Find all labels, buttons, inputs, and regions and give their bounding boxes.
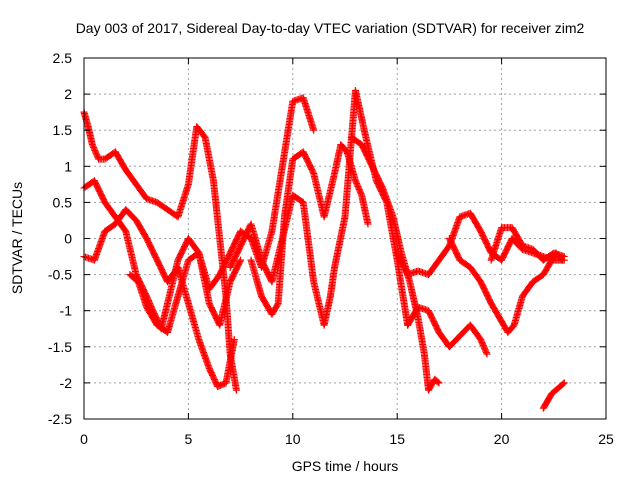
x-tick-label: 5 (185, 431, 193, 447)
y-tick-label: -0.5 (48, 267, 72, 283)
grid (84, 58, 606, 419)
series-track-k (487, 224, 568, 264)
y-tick-label: 2.5 (53, 50, 73, 66)
y-axis-label: SDTVAR / TECUs (9, 182, 25, 294)
data-point (435, 379, 443, 387)
y-tick-label: 2 (64, 86, 72, 102)
data-point (357, 190, 365, 198)
data-point (560, 253, 568, 261)
y-tick-label: -2.5 (48, 411, 72, 427)
data-point (364, 220, 372, 228)
series-track-h (393, 209, 568, 279)
x-tick-label: 0 (80, 431, 88, 447)
x-tick-label: 20 (494, 431, 510, 447)
series-track-l (539, 379, 568, 412)
ticks: 0 5 10 15 20 25 -2.5 -2 -1.5 -1 -0.5 0 0.5 1 1.5 2 2.5 (48, 50, 614, 447)
data-layer (80, 86, 568, 412)
data-point (310, 126, 318, 134)
x-tick-label: 25 (598, 431, 614, 447)
series-track-c (80, 177, 245, 333)
series-track-b (80, 206, 238, 391)
x-tick-label: 10 (285, 431, 301, 447)
series-track-i (404, 303, 491, 358)
x-axis-label: GPS time / hours (292, 458, 399, 474)
chart-title: Day 003 of 2017, Sidereal Day-to-day VTE… (76, 20, 585, 36)
data-point (483, 350, 491, 358)
y-tick-label: 1 (64, 158, 72, 174)
series-track-a (80, 108, 240, 394)
data-point (434, 378, 442, 386)
data-point (236, 258, 244, 266)
y-tick-label: -2 (60, 375, 73, 391)
data-point (559, 380, 567, 388)
y-tick-label: 0 (64, 231, 72, 247)
y-tick-label: -1.5 (48, 339, 72, 355)
x-tick-label: 15 (389, 431, 405, 447)
series-track-f (247, 141, 372, 318)
data-point (237, 256, 245, 264)
data-point (482, 349, 490, 357)
y-tick-label: 0.5 (53, 194, 73, 210)
y-tick-label: -1 (60, 303, 73, 319)
y-tick-label: 1.5 (53, 122, 73, 138)
data-point (232, 386, 240, 394)
data-point (560, 379, 568, 387)
data-point (230, 336, 238, 344)
